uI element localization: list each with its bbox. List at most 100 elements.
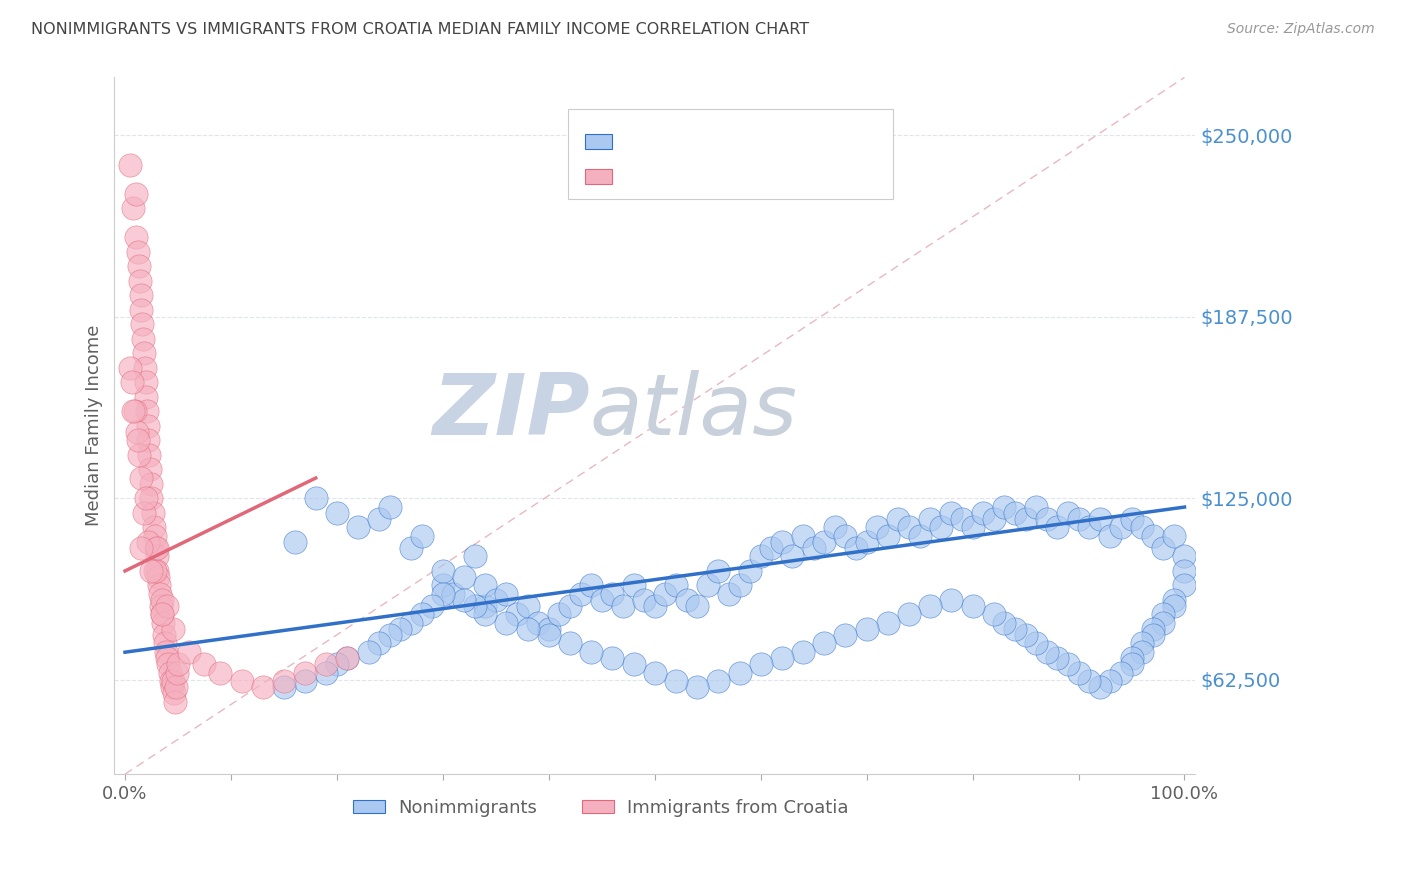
Point xyxy=(474,599,496,613)
Point xyxy=(120,360,142,375)
Point xyxy=(128,259,150,273)
Point xyxy=(432,578,454,592)
Point xyxy=(876,529,898,543)
Point xyxy=(163,694,186,708)
Point xyxy=(855,622,877,636)
Point xyxy=(1173,564,1195,578)
Point xyxy=(1152,616,1174,631)
Point xyxy=(162,674,184,689)
Point xyxy=(273,680,295,694)
Point xyxy=(1025,636,1047,650)
Point xyxy=(146,570,169,584)
Point xyxy=(1078,520,1101,534)
Point xyxy=(160,680,183,694)
Point xyxy=(813,636,835,650)
Point xyxy=(920,599,942,613)
Point xyxy=(139,462,162,476)
Point xyxy=(231,674,253,689)
Point xyxy=(305,491,328,506)
Point xyxy=(845,541,868,555)
Point xyxy=(941,593,963,607)
Point xyxy=(558,599,581,613)
Point xyxy=(167,657,190,671)
Point xyxy=(1121,651,1143,665)
Point xyxy=(150,607,173,622)
Point xyxy=(1142,622,1164,636)
Point xyxy=(150,607,173,622)
Point xyxy=(155,636,177,650)
Point xyxy=(464,549,486,564)
Point xyxy=(124,186,146,201)
Point xyxy=(155,645,177,659)
Point xyxy=(124,404,146,418)
Point xyxy=(135,491,157,506)
Point xyxy=(623,657,645,671)
Point xyxy=(876,616,898,631)
Point xyxy=(347,520,370,534)
Point xyxy=(644,599,666,613)
Point xyxy=(740,564,762,578)
Point xyxy=(633,593,655,607)
Point xyxy=(1099,529,1122,543)
Point xyxy=(1004,622,1026,636)
Point xyxy=(326,506,349,520)
Point xyxy=(134,360,156,375)
Point xyxy=(887,511,910,525)
Point xyxy=(464,599,486,613)
Point xyxy=(717,587,740,601)
Point xyxy=(163,686,186,700)
Point xyxy=(1014,628,1036,642)
Point xyxy=(792,645,814,659)
Point xyxy=(156,651,179,665)
Point xyxy=(770,535,793,549)
Point xyxy=(1173,578,1195,592)
Point xyxy=(665,578,688,592)
Point xyxy=(150,599,173,613)
Point xyxy=(143,529,166,543)
Point xyxy=(1152,541,1174,555)
Point xyxy=(908,529,931,543)
Point xyxy=(962,599,984,613)
Point xyxy=(1088,680,1111,694)
Point xyxy=(962,520,984,534)
Point xyxy=(453,593,475,607)
Point xyxy=(127,434,149,448)
Point xyxy=(983,607,1005,622)
Point xyxy=(273,674,295,689)
Point xyxy=(132,506,155,520)
Point xyxy=(654,587,676,601)
Point xyxy=(516,622,538,636)
Point xyxy=(485,593,508,607)
Point xyxy=(516,599,538,613)
Text: ZIP: ZIP xyxy=(432,370,591,453)
Point xyxy=(120,157,142,171)
Point xyxy=(749,549,772,564)
Point xyxy=(612,599,634,613)
Point xyxy=(432,587,454,601)
Point xyxy=(132,346,155,360)
Text: R =: R = xyxy=(624,167,664,185)
Point xyxy=(1163,529,1185,543)
Point xyxy=(1109,520,1132,534)
Point xyxy=(1014,511,1036,525)
Point xyxy=(665,674,688,689)
Point xyxy=(1046,520,1069,534)
Text: 0.555: 0.555 xyxy=(673,132,730,150)
Point xyxy=(129,541,152,555)
Point xyxy=(950,511,973,525)
Point xyxy=(644,665,666,680)
FancyBboxPatch shape xyxy=(585,135,612,149)
Point xyxy=(326,657,349,671)
Point xyxy=(177,645,200,659)
Point xyxy=(162,622,184,636)
Point xyxy=(132,332,155,346)
Text: R =: R = xyxy=(624,132,664,150)
Point xyxy=(558,636,581,650)
Point xyxy=(1088,511,1111,525)
Point xyxy=(1173,549,1195,564)
Point xyxy=(696,578,718,592)
Point xyxy=(129,288,152,302)
Point xyxy=(929,520,952,534)
Point xyxy=(315,665,337,680)
Point xyxy=(148,578,170,592)
